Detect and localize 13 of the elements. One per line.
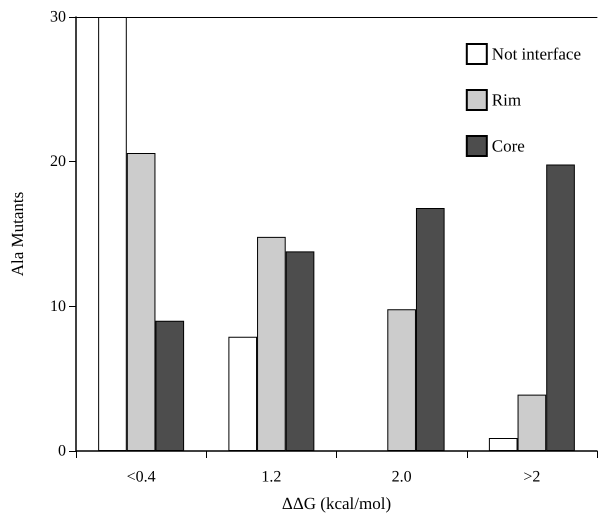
y-axis-title: Ala Mutants <box>8 192 27 276</box>
y-tick-label: 0 <box>58 442 66 460</box>
x-axis-title: ΔΔG (kcal/mol) <box>282 494 392 513</box>
y-tick-label: 10 <box>50 298 66 315</box>
x-tick-label: 1.2 <box>261 468 282 486</box>
y-tick-label: 20 <box>50 153 66 170</box>
x-tick-label: >2 <box>523 468 540 486</box>
x-tick-label: <0.4 <box>126 468 156 486</box>
y-tick-label: 30 <box>50 8 66 26</box>
x-tick-label: 2.0 <box>392 468 412 486</box>
legend-label: Not interface <box>492 44 582 64</box>
legend-label: Core <box>492 136 525 156</box>
legend-label: Rim <box>492 90 522 110</box>
